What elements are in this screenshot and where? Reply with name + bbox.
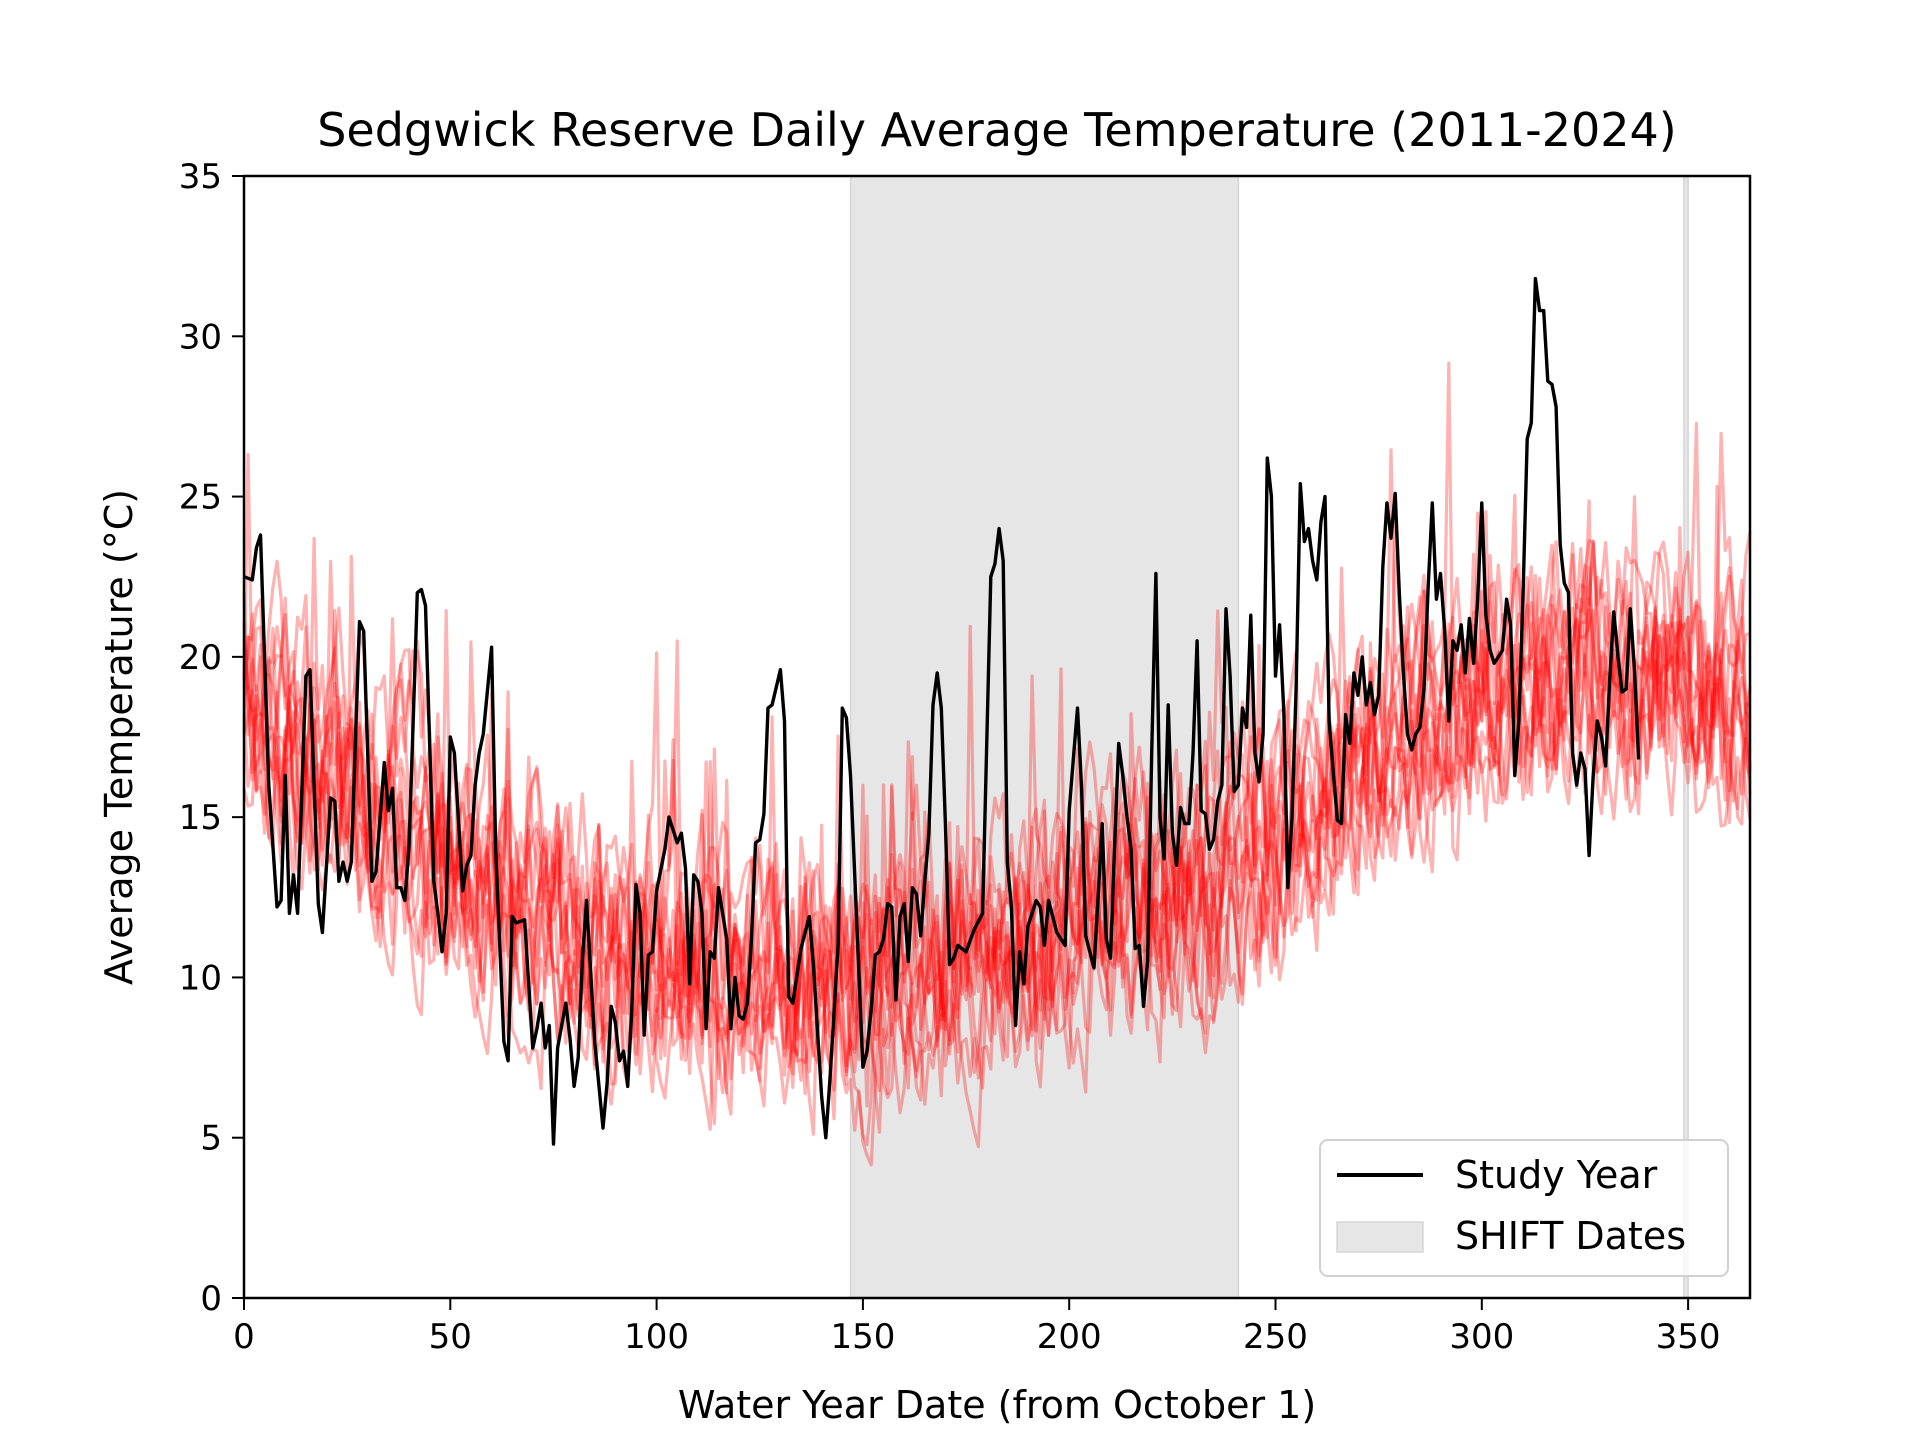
y-axis-label: Average Temperature (°C) (97, 489, 141, 985)
other-year-line (242, 559, 1752, 1090)
other-year-line (242, 554, 1752, 1079)
x-tick-label: 100 (624, 1317, 689, 1357)
other-year-line (242, 526, 1752, 1149)
y-tick-label: 25 (179, 478, 222, 518)
plot-frame (242, 174, 1752, 1300)
other-year-line (242, 511, 1752, 1056)
y-tick-label: 30 (179, 317, 222, 357)
chart-title: Sedgwick Reserve Daily Average Temperatu… (317, 103, 1677, 157)
y-tick-label: 35 (179, 157, 222, 197)
legend-shift-dates-swatch (1336, 1221, 1424, 1253)
x-tick-label: 0 (233, 1317, 255, 1357)
x-tick-label: 150 (830, 1317, 895, 1357)
x-axis-label: Water Year Date (from October 1) (678, 1383, 1316, 1427)
other-year-line (242, 578, 1752, 1077)
y-tick-label: 5 (200, 1119, 222, 1159)
shift-dates-band (849, 175, 1240, 1299)
shift-dates-bands (849, 175, 1689, 1299)
x-tick-label: 250 (1243, 1317, 1308, 1357)
legend-study-year-label: Study Year (1455, 1153, 1658, 1197)
x-tick-label: 200 (1037, 1317, 1102, 1357)
x-tick-label: 300 (1449, 1317, 1514, 1357)
study-year-line-group (243, 276, 1641, 1146)
x-axis-ticks: 0 50 100 150 200 250 300 350 (233, 1298, 1721, 1357)
y-tick-label: 10 (179, 958, 222, 998)
x-tick-label: 50 (429, 1317, 472, 1357)
x-tick-label: 350 (1656, 1317, 1721, 1357)
legend: Study Year SHIFT Dates (1319, 1139, 1729, 1277)
other-year-line (242, 591, 1752, 1147)
study-year-line (243, 276, 1641, 1146)
legend-shift-dates-label: SHIFT Dates (1455, 1214, 1686, 1258)
y-tick-label: 20 (179, 638, 222, 678)
y-axis-ticks: 0 5 10 15 20 25 30 35 (179, 157, 244, 1319)
other-year-line (242, 448, 1752, 1095)
y-tick-label: 15 (179, 798, 222, 838)
y-tick-label: 0 (200, 1279, 222, 1319)
